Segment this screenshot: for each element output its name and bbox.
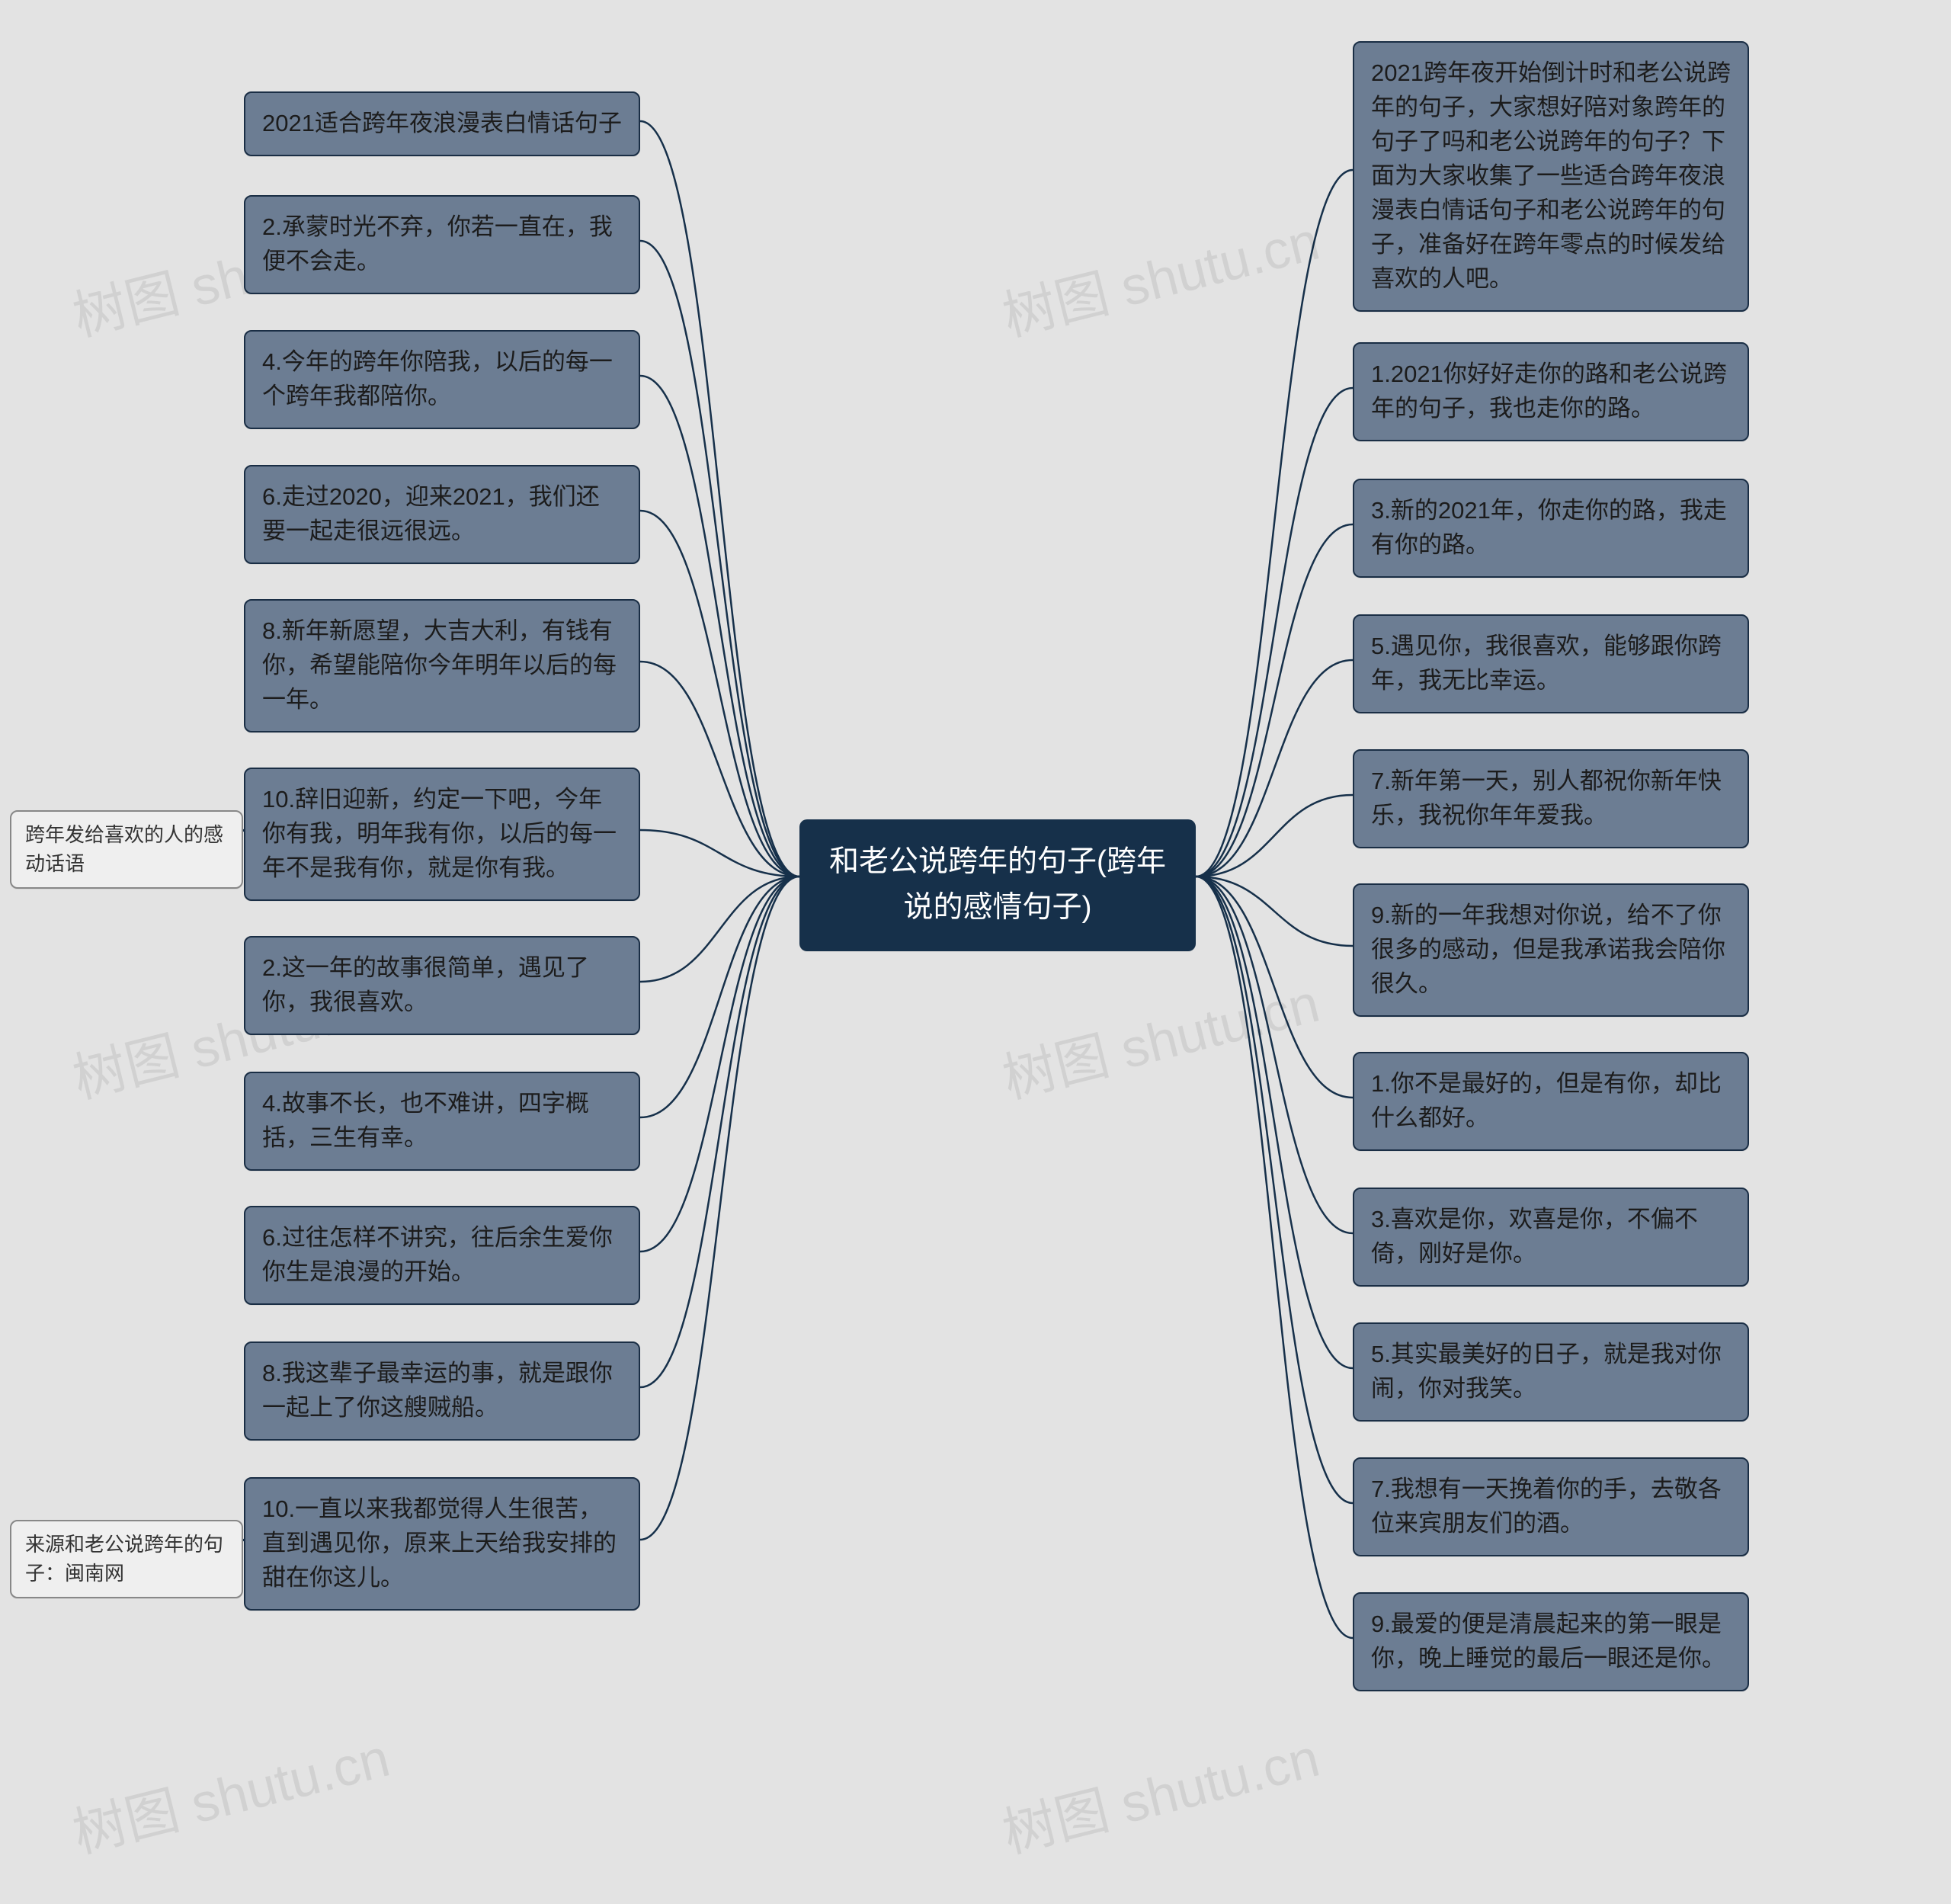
edge (640, 830, 799, 877)
edge (1196, 877, 1353, 1638)
edge (640, 376, 799, 877)
edge (640, 662, 799, 877)
edge (1196, 877, 1353, 946)
right-node-8: 5.其实最美好的日子，就是我对你闹，你对我笑。 (1353, 1322, 1749, 1422)
left-node-3: 6.走过2020，迎来2021，我们还要一起走很远很远。 (244, 465, 640, 564)
edge (1196, 877, 1353, 1233)
watermark: 树图 shutu.cn (994, 960, 1326, 1114)
edge (640, 877, 799, 1252)
left-node-7: 4.故事不长，也不难讲，四字概括，三生有幸。 (244, 1072, 640, 1171)
edge (1196, 877, 1353, 1098)
left-node-0: 2021适合跨年夜浪漫表白情话句子 (244, 91, 640, 156)
edge (1196, 877, 1353, 1368)
right-node-0: 2021跨年夜开始倒计时和老公说跨年的句子，大家想好陪对象跨年的句子了吗和老公说… (1353, 41, 1749, 312)
right-node-1: 1.2021你好好走你的路和老公说跨年的句子，我也走你的路。 (1353, 342, 1749, 441)
right-node-10: 9.最爱的便是清晨起来的第一眼是你，晚上睡觉的最后一眼还是你。 (1353, 1592, 1749, 1691)
right-node-7: 3.喜欢是你，欢喜是你，不偏不倚，刚好是你。 (1353, 1188, 1749, 1287)
edge (640, 877, 799, 1387)
left-node-10-child: 来源和老公说跨年的句子：闽南网 (10, 1520, 243, 1598)
edge (1196, 170, 1353, 877)
edge (1196, 388, 1353, 877)
edge (1196, 524, 1353, 877)
edge (640, 241, 799, 877)
left-node-10: 10.一直以来我都觉得人生很苦，直到遇见你，原来上天给我安排的甜在你这儿。 (244, 1477, 640, 1611)
center-node: 和老公说跨年的句子(跨年 说的感情句子) (799, 819, 1196, 951)
edge (640, 877, 799, 1117)
edge (1196, 877, 1353, 1503)
edge (1196, 795, 1353, 877)
left-node-1: 2.承蒙时光不弃，你若一直在，我便不会走。 (244, 195, 640, 294)
edge (640, 121, 799, 877)
edge (640, 877, 799, 1540)
left-node-5: 10.辞旧迎新，约定一下吧，今年你有我，明年我有你，以后的每一年不是我有你，就是… (244, 768, 640, 901)
left-node-8: 6.过往怎样不讲究，往后余生爱你你生是浪漫的开始。 (244, 1206, 640, 1305)
left-node-6: 2.这一年的故事很简单，遇见了你，我很喜欢。 (244, 936, 640, 1035)
left-node-9: 8.我这辈子最幸运的事，就是跟你一起上了你这艘贼船。 (244, 1341, 640, 1441)
edge (640, 877, 799, 982)
right-node-2: 3.新的2021年，你走你的路，我走有你的路。 (1353, 479, 1749, 578)
left-node-4: 8.新年新愿望，大吉大利，有钱有你，希望能陪你今年明年以后的每一年。 (244, 599, 640, 732)
watermark: 树图 shutu.cn (64, 1715, 396, 1868)
right-node-4: 7.新年第一天，别人都祝你新年快乐，我祝你年年爱我。 (1353, 749, 1749, 848)
right-node-9: 7.我想有一天挽着你的手，去敬各位来宾朋友们的酒。 (1353, 1457, 1749, 1556)
left-node-2: 4.今年的跨年你陪我，以后的每一个跨年我都陪你。 (244, 330, 640, 429)
right-node-3: 5.遇见你，我很喜欢，能够跟你跨年，我无比幸运。 (1353, 614, 1749, 713)
watermark: 树图 shutu.cn (994, 198, 1326, 351)
right-node-6: 1.你不是最好的，但是有你，却比什么都好。 (1353, 1052, 1749, 1151)
right-node-5: 9.新的一年我想对你说，给不了你很多的感动，但是我承诺我会陪你很久。 (1353, 883, 1749, 1017)
watermark: 树图 shutu.cn (994, 1715, 1326, 1868)
left-node-5-child: 跨年发给喜欢的人的感动话语 (10, 810, 243, 889)
edge (640, 511, 799, 877)
edge (1196, 660, 1353, 877)
